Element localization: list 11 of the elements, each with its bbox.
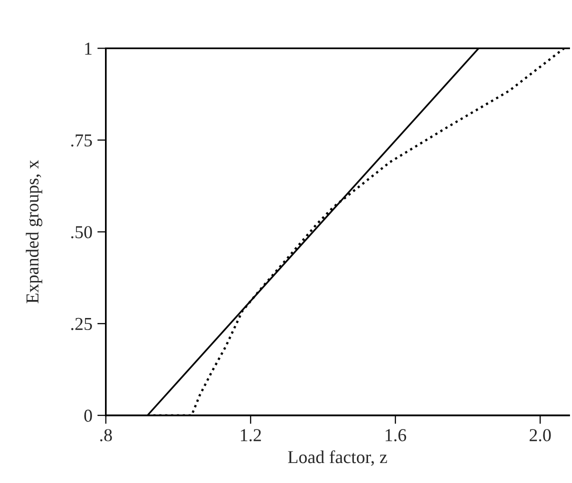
x-tick-label: 1.6	[386, 429, 406, 442]
x-tick-label: 2.0	[530, 429, 551, 442]
y-tick-label: 1	[85, 42, 92, 55]
y-axis-title: Expanded groups, x	[26, 160, 42, 304]
y-tick-label: 0	[84, 410, 92, 422]
x-axis-title: Load factor, z	[288, 450, 387, 466]
y-tick-label: .25	[71, 318, 92, 330]
y-tick-label: .75	[71, 134, 92, 147]
y-tick-label: .50	[71, 226, 92, 238]
x-tick-label: .8	[100, 429, 112, 442]
x-tick-label: 1.2	[240, 429, 261, 442]
